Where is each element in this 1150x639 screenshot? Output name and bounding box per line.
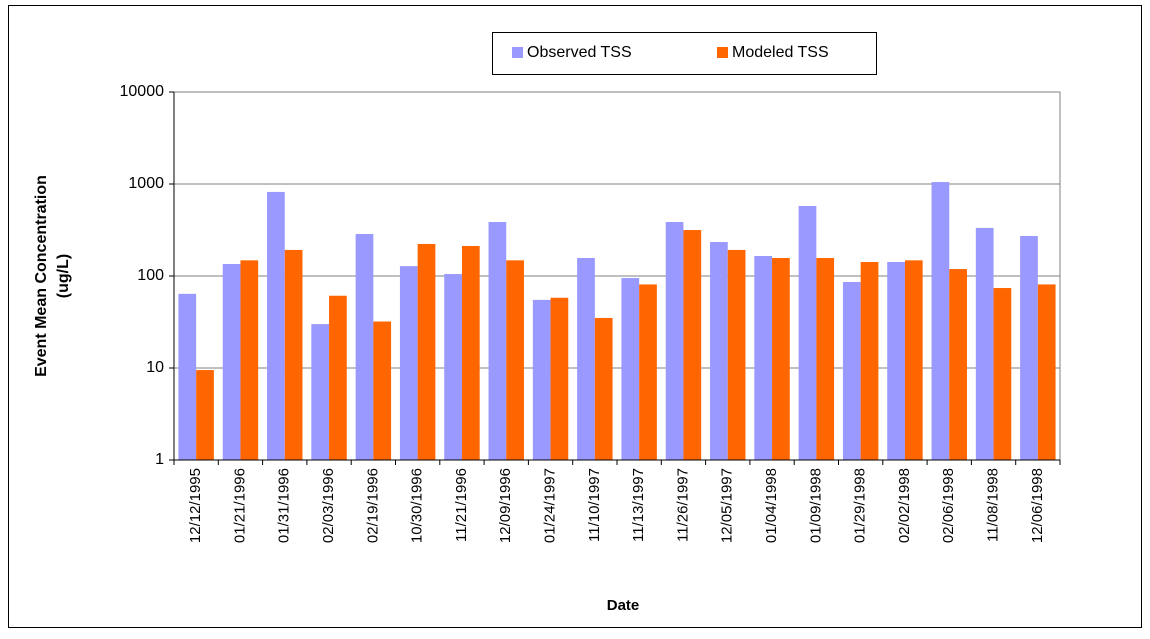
bar <box>267 191 285 460</box>
x-tick-label: 12/06/1998 <box>1029 468 1046 543</box>
bar <box>329 295 347 460</box>
bar <box>639 284 657 460</box>
x-tick-label: 12/09/1996 <box>497 468 514 543</box>
x-tick-label: 01/04/1998 <box>763 468 780 543</box>
bar <box>461 245 480 460</box>
bar <box>949 269 967 460</box>
bar <box>399 266 418 460</box>
x-tick-label: 02/06/1998 <box>940 468 957 543</box>
bar <box>710 242 728 460</box>
x-tick-label: 12/05/1997 <box>719 468 736 543</box>
bar <box>842 282 861 460</box>
x-tick-label: 02/03/1996 <box>320 468 337 543</box>
x-tick-label: 01/31/1996 <box>276 468 293 543</box>
legend-swatch <box>717 47 728 58</box>
x-tick-label: 01/21/1996 <box>231 468 248 543</box>
x-tick-label: 01/24/1997 <box>542 468 559 543</box>
x-tick-label: 02/02/1998 <box>896 468 913 543</box>
bar <box>178 293 197 460</box>
x-tick-label: 10/30/1996 <box>409 468 426 543</box>
bar <box>222 264 241 460</box>
y-axis-title: Event Mean Concentration <box>33 175 50 377</box>
x-tick-label: 11/13/1997 <box>630 468 647 542</box>
bar <box>240 260 259 460</box>
x-tick-label: 11/26/1997 <box>674 468 691 542</box>
bar <box>1020 236 1038 460</box>
bar <box>506 260 524 460</box>
y-tick-label: 10000 <box>120 83 165 100</box>
bar <box>1037 284 1056 460</box>
bar <box>993 288 1012 460</box>
bar <box>594 317 613 460</box>
legend <box>492 32 877 75</box>
bar <box>444 274 462 460</box>
bar <box>683 230 702 460</box>
bar <box>754 255 773 460</box>
bar <box>355 234 374 460</box>
x-tick-label: 02/19/1996 <box>364 468 381 543</box>
y-tick-label: 100 <box>137 267 164 284</box>
bar <box>417 243 436 460</box>
x-tick-label: 11/08/1998 <box>985 468 1002 542</box>
bar <box>798 205 817 460</box>
x-tick-label: 11/10/1997 <box>586 468 603 542</box>
y-tick-label: 1 <box>155 451 164 468</box>
bar <box>975 227 994 460</box>
bar <box>550 297 569 460</box>
legend-label: Observed TSS <box>527 44 632 61</box>
y-tick-label: 10 <box>146 359 164 376</box>
y-axis-title: (ug/L) <box>55 254 72 298</box>
bar <box>196 370 214 460</box>
x-tick-label: 12/12/1995 <box>187 468 204 543</box>
bar <box>931 182 950 460</box>
legend-label: Modeled TSS <box>732 44 829 61</box>
x-tick-label: 11/21/1996 <box>453 468 470 542</box>
bar <box>488 222 507 460</box>
bar <box>532 299 551 460</box>
bar <box>373 321 392 460</box>
bar <box>860 261 879 460</box>
bar <box>665 222 684 460</box>
x-axis-title: Date <box>607 597 640 614</box>
bar <box>311 324 330 460</box>
x-tick-label: 01/29/1998 <box>852 468 869 543</box>
bar <box>621 278 640 460</box>
bar <box>727 249 746 460</box>
bar <box>904 260 923 460</box>
y-tick-label: 1000 <box>128 175 164 192</box>
bar <box>577 257 595 460</box>
bar <box>887 261 905 460</box>
bar <box>816 257 835 460</box>
bar <box>772 257 790 460</box>
legend-swatch <box>512 47 523 58</box>
bar <box>284 249 303 460</box>
x-tick-label: 01/09/1998 <box>807 468 824 543</box>
